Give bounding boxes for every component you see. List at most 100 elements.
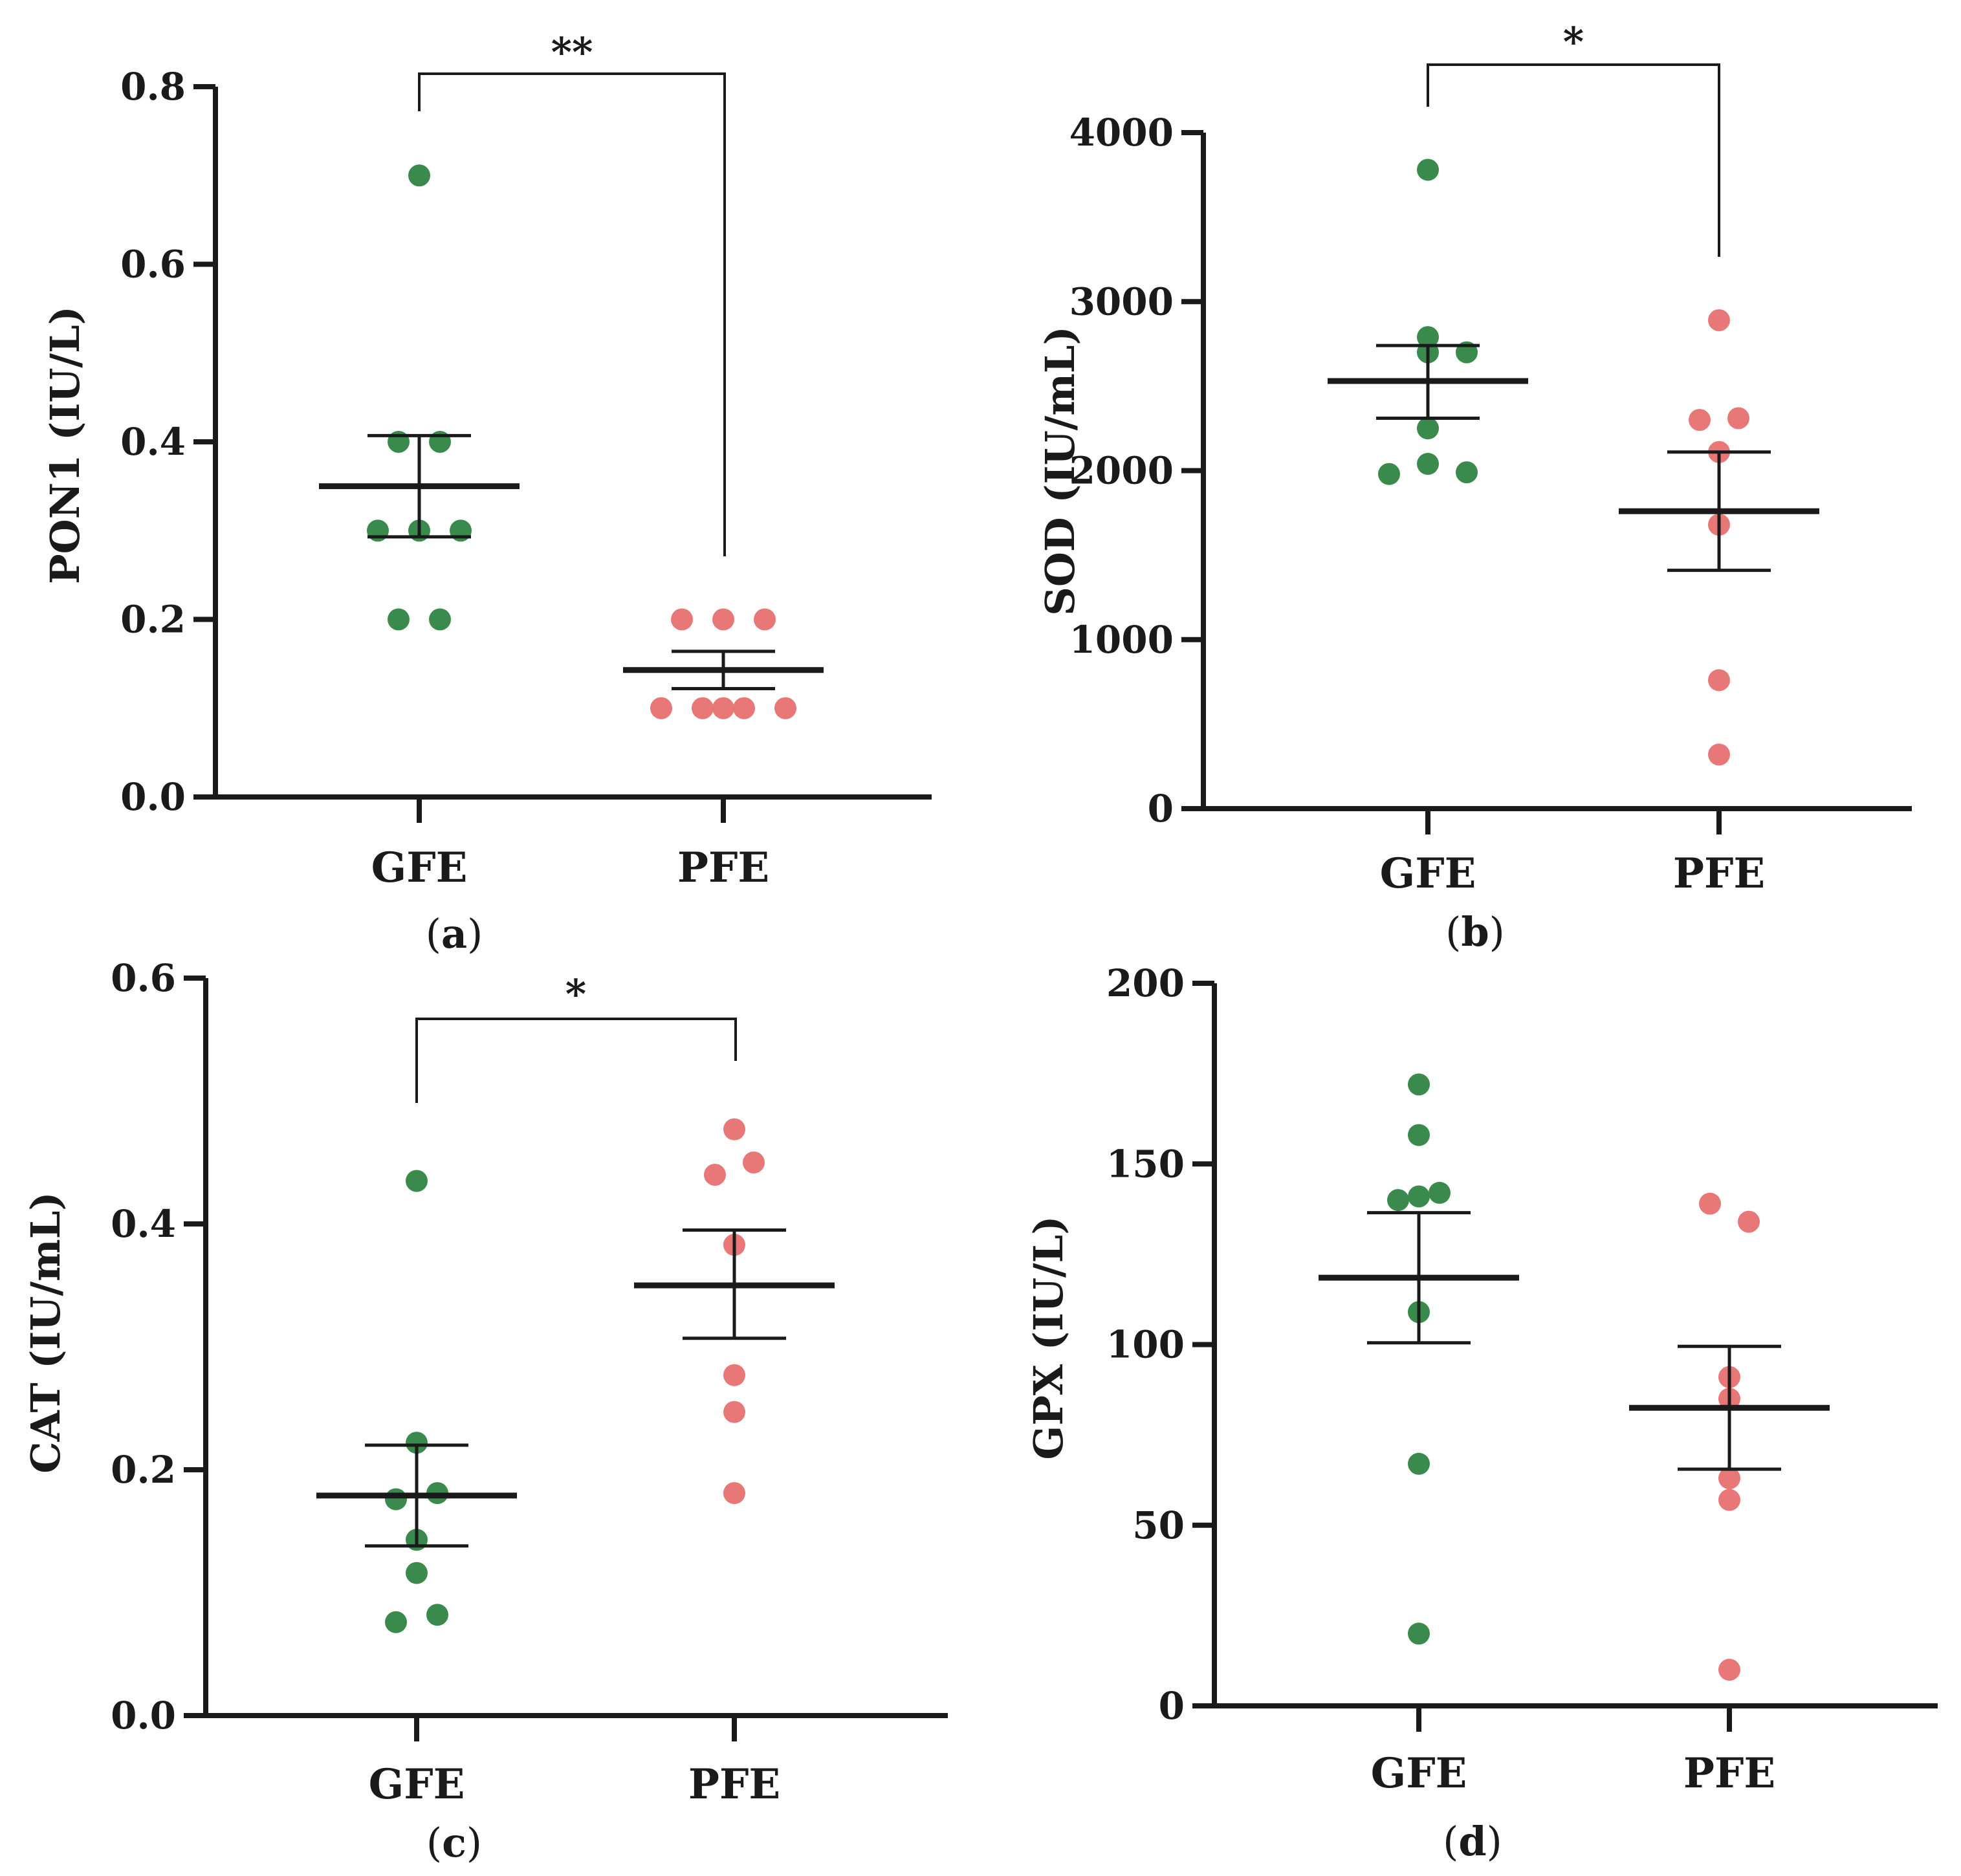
- panel-b-pfe-point-2: [1727, 407, 1749, 430]
- panel-d-y-tick-label-2: 100: [1106, 1323, 1185, 1367]
- panel-b-significance-label: *: [1563, 18, 1584, 65]
- panel-d-gfe-point-3: [1387, 1189, 1409, 1212]
- panel-a-pfe-point-6: [774, 697, 796, 719]
- panel-d-points: [1387, 1073, 1760, 1681]
- panel-a-y-tick-labels: 0.0 0.2 0.4 0.6 0.8: [120, 65, 186, 819]
- panel-a-y-tick-label-4: 0.8: [120, 65, 186, 109]
- panel-d-pfe-point-1: [1738, 1210, 1760, 1233]
- panel-d-gfe-point-6: [1408, 1452, 1430, 1475]
- panel-a-pfe-point-3: [650, 697, 672, 719]
- panel-a-x-ticks: [417, 797, 726, 823]
- panel-c-error-bars: [316, 1228, 835, 1548]
- panel-a-significance-label: **: [551, 28, 593, 76]
- panel-c-significance-bracket: [415, 1018, 737, 1103]
- panel-c-gfe-point-6: [426, 1604, 448, 1626]
- panel-b-x-ticks: [1425, 809, 1722, 834]
- panel-b-significance-bracket: [1427, 63, 1720, 257]
- panel-c-caption-letter: c: [442, 1819, 466, 1866]
- panel-c-pfe-point-1: [743, 1151, 765, 1173]
- panel-a-y-tick-label-0: 0.0: [120, 775, 186, 819]
- panel-a-y-tick-label-2: 0.4: [120, 420, 186, 464]
- panel-c-gfe-point-3: [385, 1488, 407, 1511]
- panel-d-pfe-point-6: [1718, 1659, 1740, 1681]
- panel-a-pfe-point-1: [712, 608, 734, 631]
- panel-b-gfe-point-7: [1456, 461, 1478, 484]
- panel-d-y-tick-label-4: 200: [1106, 961, 1185, 1005]
- panel-b-pfe-point-0: [1708, 309, 1730, 331]
- panel-c-gfe-point-5: [406, 1562, 428, 1584]
- panel-a: 0.0 0.2 0.4 0.6 0.8 GFE PFE PON1 (IU/L) ** (…: [41, 28, 932, 957]
- panel-b-pfe-point-5: [1708, 669, 1730, 692]
- panel-a-pfe-point-4: [692, 697, 714, 719]
- panel-c-y-ticks: [184, 976, 206, 1718]
- panel-c-x-ticks: [414, 1716, 737, 1741]
- panel-c-x-label-gfe: GFE: [369, 1760, 465, 1809]
- panel-a-gfe-point-7: [429, 608, 451, 631]
- panel-c-pfe-point-5: [723, 1401, 745, 1423]
- panel-b-y-tick-label-2: 2000: [1069, 449, 1174, 493]
- panel-d: 0 50 100 150 200 GFE PFE GPX (IU/L) (d): [1025, 961, 1938, 1865]
- panel-c-y-tick-labels: 0.0 0.2 0.4 0.6: [111, 956, 176, 1738]
- panel-a-y-tick-label-3: 0.6: [120, 243, 186, 287]
- panel-b-y-tick-label-4: 4000: [1069, 111, 1174, 155]
- panel-d-caption-letter: d: [1458, 1818, 1486, 1865]
- panel-b-x-label-gfe: GFE: [1380, 849, 1476, 898]
- panel-d-pfe-point-5: [1718, 1489, 1740, 1511]
- panel-c-pfe-point-0: [723, 1118, 745, 1140]
- panel-d-error-bars: [1319, 1211, 1830, 1471]
- panel-b-y-tick-label-0: 0: [1148, 787, 1174, 831]
- panel-a-y-tick-label-1: 0.2: [120, 598, 186, 642]
- panel-b-caption: (b): [1445, 908, 1505, 955]
- panel-b-gfe-point-1: [1417, 326, 1439, 349]
- panel-c-gfe-point-1: [406, 1432, 428, 1454]
- panel-d-y-tick-label-0: 0: [1159, 1684, 1185, 1728]
- panel-a-pfe-point-0: [671, 608, 693, 631]
- panel-c-y-tick-label-3: 0.6: [111, 956, 176, 1000]
- panel-a-x-label-pfe: PFE: [677, 844, 769, 892]
- panel-b-pfe-point-6: [1708, 743, 1730, 766]
- panel-c-gfe-point-0: [406, 1170, 428, 1192]
- panel-d-y-tick-label-3: 150: [1106, 1142, 1185, 1186]
- panel-c-pfe-point-6: [723, 1482, 745, 1505]
- panel-b-y-tick-label-3: 3000: [1069, 279, 1174, 323]
- panel-a-pfe-point-7: [712, 697, 734, 719]
- panel-a-gfe-point-6: [388, 608, 410, 631]
- panel-a-y-ticks: [193, 84, 215, 800]
- panel-d-y-title: GPX (IU/L): [1025, 1216, 1072, 1459]
- panel-a-y-title: PON1 (IU/L): [41, 306, 89, 584]
- panel-b-points: [1378, 158, 1749, 766]
- panel-b-y-title: SOD (IU/mL): [1036, 326, 1084, 616]
- panel-c-y-tick-label-0: 0.0: [111, 1694, 176, 1738]
- panel-d-y-tick-label-1: 50: [1132, 1503, 1185, 1547]
- panel-c-pfe-point-2: [704, 1164, 726, 1186]
- panel-b-y-ticks: [1181, 130, 1203, 811]
- panel-b-y-tick-label-1: 1000: [1069, 618, 1174, 662]
- panel-a-significance-bracket: [418, 72, 726, 556]
- panel-d-x-label-pfe: PFE: [1683, 1749, 1775, 1798]
- panel-b-x-label-pfe: PFE: [1673, 849, 1765, 898]
- panel-c-caption: (c): [426, 1819, 482, 1866]
- panel-a-gfe-point-0: [408, 164, 430, 187]
- panel-a-error-bars: [319, 433, 824, 691]
- panel-c-pfe-point-4: [723, 1364, 745, 1386]
- panel-a-pfe-point-5: [733, 697, 755, 719]
- panel-d-caption: (d): [1443, 1818, 1502, 1865]
- panel-c-y-tick-label-1: 0.2: [111, 1448, 176, 1492]
- panel-c-significance-label: *: [565, 970, 586, 1018]
- panel-d-y-tick-labels: 0 50 100 150 200: [1106, 961, 1185, 1728]
- panel-d-gfe-point-7: [1408, 1622, 1430, 1645]
- panel-b-error-bars: [1328, 344, 1819, 573]
- panel-a-pfe-point-2: [754, 608, 776, 631]
- panel-d-gfe-point-2: [1408, 1185, 1430, 1208]
- panel-b-gfe-point-4: [1417, 417, 1439, 440]
- panel-b-y-tick-labels: 0 1000 2000 3000 4000: [1069, 111, 1174, 831]
- panel-c-y-title: CAT (IU/mL): [22, 1192, 69, 1473]
- panel-b-caption-letter: b: [1461, 908, 1489, 955]
- panel-a-caption-letter: a: [441, 910, 467, 957]
- panel-b-pfe-point-1: [1689, 409, 1711, 431]
- panel-c-y-tick-label-2: 0.4: [111, 1202, 176, 1246]
- panel-a-caption: (a): [426, 910, 483, 957]
- panel-d-gfe-point-0: [1408, 1073, 1430, 1096]
